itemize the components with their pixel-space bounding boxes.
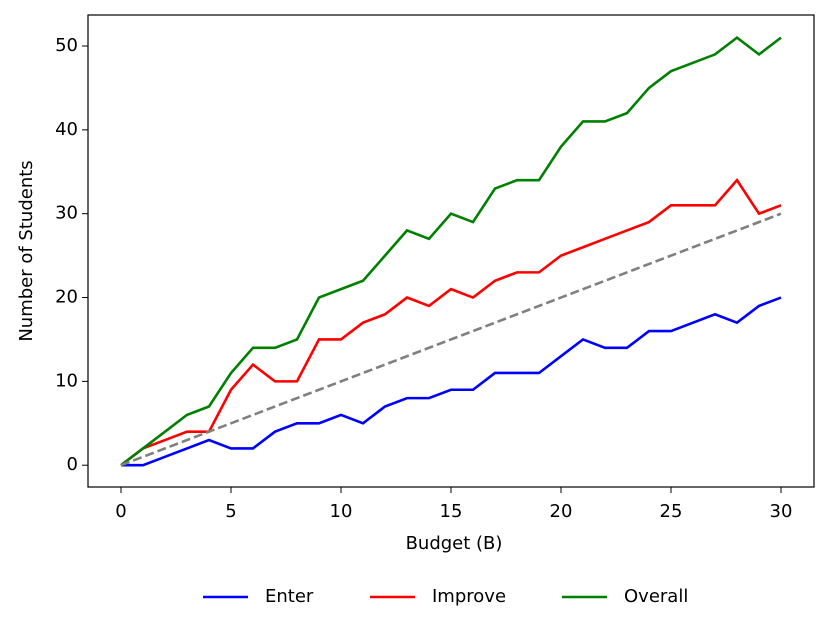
line-series [120, 36, 782, 467]
x-axis-label: Budget (B) [406, 533, 503, 554]
reference-line [120, 212, 782, 467]
y-tick-label: 30 [55, 203, 78, 224]
x-tick-label: 5 [225, 501, 236, 522]
x-tick-label: 0 [115, 501, 126, 522]
plot-frame [87, 14, 815, 488]
x-tick-label: 25 [660, 501, 683, 522]
y-tick-label: 40 [55, 119, 78, 140]
y-tick-label: 20 [55, 287, 78, 308]
line-series [120, 178, 782, 467]
x-tick-label: 15 [440, 501, 463, 522]
legend-label: Improve [432, 586, 506, 607]
x-tick-label: 10 [330, 501, 353, 522]
y-tick-label: 50 [55, 35, 78, 56]
legend-label: Enter [265, 586, 314, 607]
x-tick-label: 30 [770, 501, 793, 522]
y-tick-label: 0 [67, 454, 78, 475]
y-tick-label: 10 [55, 370, 78, 391]
x-tick-label: 20 [550, 501, 573, 522]
y-axis-label: Number of Students [16, 160, 37, 341]
line-series [121, 296, 782, 467]
legend-label: Overall [624, 586, 688, 607]
